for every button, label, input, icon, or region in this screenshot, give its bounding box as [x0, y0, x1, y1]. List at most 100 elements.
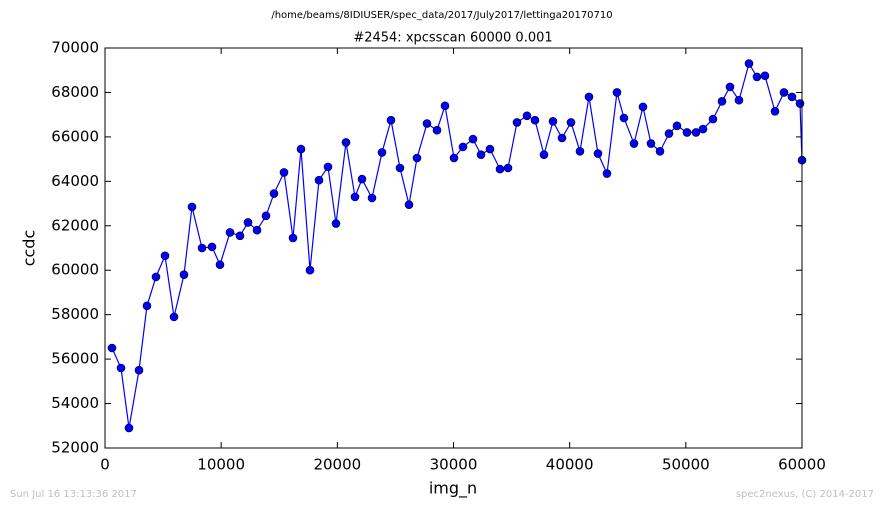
data-point — [243, 218, 253, 227]
data-point — [323, 162, 333, 172]
y-tick-label: 64000 — [51, 172, 99, 190]
data-point — [279, 168, 289, 177]
data-point — [787, 92, 797, 102]
data-point — [252, 225, 262, 235]
data-point — [522, 111, 532, 121]
data-point — [412, 153, 422, 163]
data-point — [593, 149, 603, 158]
data-point — [404, 200, 414, 209]
data-point — [539, 150, 549, 159]
x-tick-label: 60000 — [778, 456, 826, 474]
y-tick-label: 66000 — [51, 127, 99, 145]
data-point — [377, 148, 387, 157]
data-point — [458, 142, 468, 152]
data-point — [779, 88, 789, 97]
data-point — [530, 115, 540, 125]
data-point — [495, 164, 505, 174]
data-point — [557, 133, 567, 143]
data-point — [682, 128, 692, 137]
y-tick-label: 70000 — [51, 39, 99, 57]
footer-left: Sun Jul 16 13:13:36 2017 — [10, 489, 137, 500]
x-axis-label: img_n — [429, 479, 477, 499]
data-point — [646, 139, 656, 148]
data-point — [717, 97, 727, 106]
data-point — [440, 101, 450, 111]
data-point — [269, 189, 279, 198]
y-tick-label: 54000 — [51, 394, 99, 412]
y-tick-label: 68000 — [51, 83, 99, 101]
data-point — [116, 363, 126, 373]
data-point — [215, 260, 225, 269]
data-point — [235, 231, 245, 241]
data-point — [485, 144, 495, 154]
data-point — [142, 301, 152, 311]
data-point — [476, 150, 486, 159]
y-tick-label: 56000 — [51, 350, 99, 368]
data-point — [449, 153, 459, 163]
data-point — [760, 71, 770, 81]
data-point — [305, 265, 315, 275]
data-point — [691, 128, 701, 137]
y-axis-label: ccdc — [20, 230, 39, 267]
x-tick-label: 50000 — [662, 456, 710, 474]
data-point — [395, 163, 405, 173]
plot-frame — [104, 47, 803, 449]
suptitle: /home/beams/8IDIUSER/spec_data/2017/July… — [271, 10, 612, 21]
data-point — [698, 124, 708, 134]
data-point — [331, 219, 341, 228]
data-point — [341, 138, 351, 147]
data-point — [422, 119, 432, 128]
data-point — [134, 365, 144, 375]
chart-title: #2454: xpcsscan 60000 0.001 — [353, 31, 552, 46]
data-point — [187, 202, 197, 212]
data-point — [169, 312, 179, 322]
data-point — [655, 147, 665, 156]
data-point — [629, 139, 639, 148]
x-tick-label: 40000 — [546, 456, 594, 474]
data-point — [468, 134, 478, 144]
data-point — [612, 88, 622, 97]
data-point — [207, 242, 217, 252]
data-point — [386, 115, 396, 125]
data-point — [296, 144, 306, 154]
data-point — [575, 147, 585, 156]
data-point — [734, 95, 744, 105]
data-point — [350, 192, 360, 202]
data-point — [288, 233, 298, 243]
data-point — [225, 228, 235, 237]
data-point — [602, 169, 612, 178]
data-point — [512, 118, 522, 127]
data-point — [584, 92, 594, 102]
data-point — [179, 270, 189, 279]
x-tick-label: 20000 — [313, 456, 361, 474]
data-point — [548, 117, 558, 126]
x-tick-label: 30000 — [430, 456, 478, 474]
data-point — [795, 99, 805, 108]
data-point — [672, 121, 682, 131]
data-point — [314, 175, 324, 185]
data-point — [124, 423, 134, 433]
data-point — [261, 211, 271, 221]
data-point — [197, 243, 207, 253]
data-point — [619, 113, 629, 123]
data-point — [752, 72, 762, 82]
data-point — [566, 118, 576, 127]
footer-right: spec2nexus, (C) 2014-2017 — [736, 489, 874, 500]
data-point — [664, 129, 674, 138]
y-tick-label: 60000 — [51, 261, 99, 279]
x-tick-label: 10000 — [197, 456, 245, 474]
data-point — [432, 125, 442, 135]
data-point — [770, 107, 780, 116]
data-point — [708, 114, 718, 124]
y-tick-label: 52000 — [51, 439, 99, 457]
data-point — [503, 163, 513, 173]
data-point — [367, 193, 377, 203]
x-tick-label: 0 — [100, 456, 110, 474]
data-point — [107, 343, 117, 353]
y-tick-label: 58000 — [51, 305, 99, 323]
data-point — [357, 174, 367, 184]
data-point — [725, 82, 735, 92]
y-tick-label: 62000 — [51, 216, 99, 234]
data-point — [160, 251, 170, 261]
